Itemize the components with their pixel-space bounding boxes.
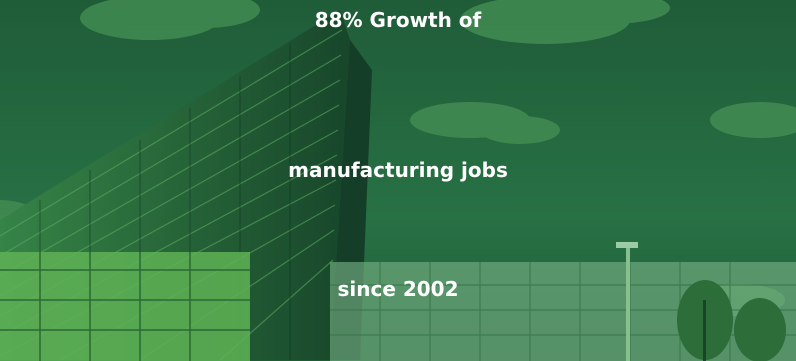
headline-line-3: since 2002 <box>337 277 459 301</box>
trees <box>677 280 786 361</box>
pavilion <box>0 252 250 361</box>
headline-line-1: 88% Growth of <box>314 8 482 32</box>
lamp-post <box>616 242 638 361</box>
headline-line-2: manufacturing jobs <box>288 158 508 182</box>
